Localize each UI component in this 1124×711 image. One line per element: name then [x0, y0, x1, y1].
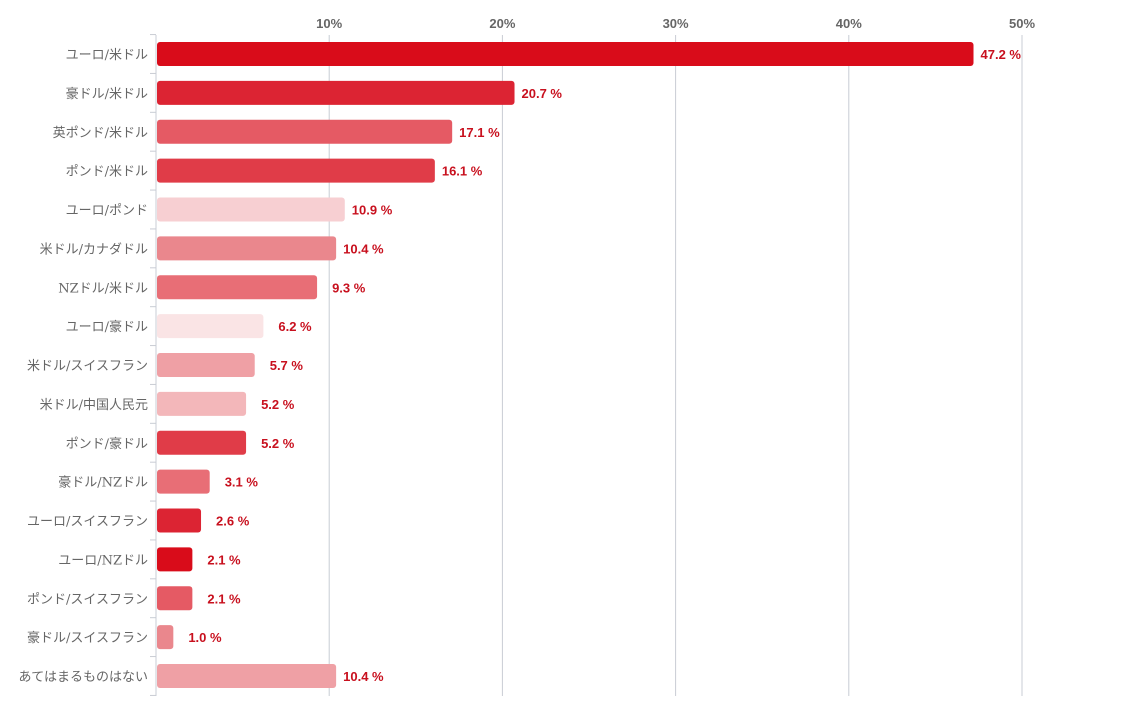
value-label: 5.2 %: [261, 397, 295, 412]
bar: [157, 80, 515, 105]
category-label: 米ドル/カナダドル: [40, 242, 148, 257]
value-label: 5.2 %: [261, 436, 295, 451]
bar: [157, 197, 345, 222]
bar: [157, 430, 247, 455]
category-label: 英ポンド/米ドル: [53, 126, 148, 141]
value-label: 6.2 %: [278, 319, 312, 334]
x-tick-label: 40%: [836, 16, 862, 31]
bar: [157, 353, 255, 377]
value-label: 16.1 %: [442, 164, 483, 179]
bar: [157, 42, 974, 66]
category-label: 豪ドル/スイスフラン: [27, 630, 148, 646]
value-label: 2.1 %: [207, 591, 241, 606]
value-label: 2.1 %: [207, 552, 241, 567]
category-label: 豪ドル/米ドル: [66, 86, 148, 102]
value-label: 9.3 %: [332, 280, 366, 295]
x-tick-label: 10%: [316, 16, 342, 31]
category-label: ユーロ/豪ドル: [66, 319, 148, 335]
bar: [157, 664, 337, 688]
bar: [157, 236, 337, 261]
value-label: 17.1 %: [459, 125, 500, 140]
bar: [157, 391, 247, 416]
bar: [157, 314, 264, 339]
bar: [157, 158, 435, 183]
category-label: ユーロ/米ドル: [66, 48, 148, 63]
bar: [157, 119, 453, 144]
bar: [157, 469, 210, 494]
bar: [157, 586, 193, 611]
category-label: 米ドル/中国人民元: [40, 398, 148, 413]
category-label: ユーロ/スイスフラン: [27, 515, 148, 530]
category-label: 米ドル/スイスフラン: [27, 359, 148, 374]
category-label: NZドル/米ドル: [58, 281, 148, 296]
value-label: 10.4 %: [343, 241, 384, 256]
value-label: 5.7 %: [270, 358, 304, 373]
category-label: ポンド/豪ドル: [66, 436, 148, 452]
value-label: 1.0 %: [188, 630, 222, 645]
category-label: 豪ドル/NZドル: [58, 475, 148, 491]
bar: [157, 275, 318, 300]
value-label: 2.6 %: [216, 514, 250, 529]
value-label: 10.9 %: [352, 203, 393, 218]
category-label: ポンド/スイスフラン: [27, 592, 148, 607]
category-label: あてはまるものはない: [19, 670, 148, 685]
category-label: ユーロ/NZドル: [58, 553, 148, 568]
category-label: ポンド/米ドル: [66, 165, 148, 180]
bar: [157, 547, 193, 572]
x-tick-label: 20%: [489, 16, 515, 31]
x-tick-label: 30%: [663, 16, 689, 31]
bar: [157, 625, 174, 650]
value-label: 10.4 %: [343, 669, 384, 684]
value-label: 20.7 %: [522, 86, 563, 101]
value-label: 47.2 %: [981, 47, 1022, 62]
category-label: ユーロ/ポンド: [66, 204, 148, 219]
value-label: 3.1 %: [225, 475, 259, 490]
x-tick-label: 50%: [1009, 16, 1035, 31]
bar: [157, 508, 202, 533]
